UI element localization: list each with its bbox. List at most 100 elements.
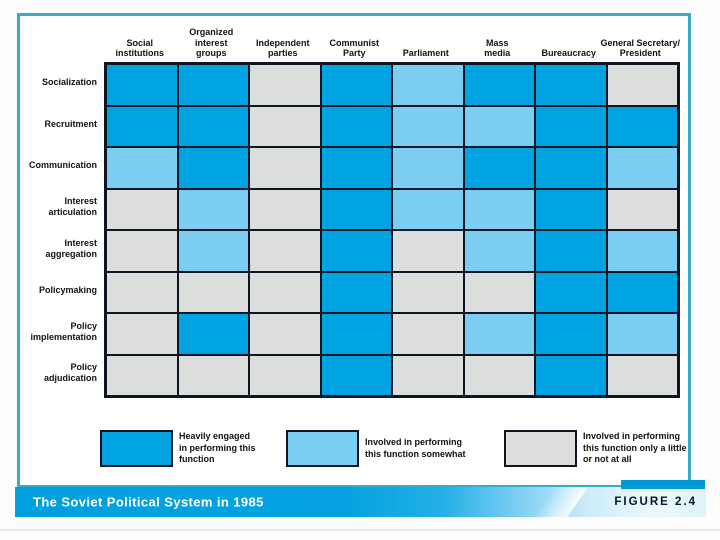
matrix-cell-r0-c6-heavy (535, 64, 607, 106)
matrix-cell-r5-c6-heavy (535, 271, 607, 313)
column-header-label: Mass media (484, 37, 511, 59)
column-header-label: Independent parties (256, 37, 310, 59)
row-label-6: Policy implementation (20, 311, 103, 353)
matrix-cell-r6-c0-little (106, 313, 178, 355)
matrix-cell-r0-c3-heavy (320, 64, 392, 106)
matrix-cell-r4-c2-little (249, 230, 321, 272)
column-header-4: Parliament (390, 18, 462, 62)
matrix-cell-r4-c3-heavy (320, 230, 392, 272)
matrix-cell-r7-c0-little (106, 354, 178, 396)
matrix-cell-r0-c0-heavy (106, 64, 178, 106)
legend-label-little: Involved in performing this function onl… (583, 430, 687, 465)
matrix-cell-r1-c6-heavy (535, 105, 607, 147)
matrix-cell-r2-c4-somewhat (392, 147, 464, 189)
row-label-text: Interest aggregation (45, 237, 97, 259)
matrix-cell-r3-c5-somewhat (463, 188, 535, 230)
row-label-0: Socialization (20, 62, 103, 104)
matrix-cell-r5-c3-heavy (320, 271, 392, 313)
matrix-cell-r1-c5-somewhat (463, 105, 535, 147)
matrix-cell-r4-c4-little (392, 230, 464, 272)
legend-swatch-heavy (100, 430, 173, 467)
matrix-cell-r6-c1-heavy (177, 313, 249, 355)
legend-item-little: Involved in performing this function onl… (504, 430, 687, 467)
matrix-cell-r6-c7-somewhat (606, 313, 678, 355)
matrix-cell-r7-c5-little (463, 354, 535, 396)
legend: Heavily engaged in performing this funct… (0, 428, 720, 480)
matrix-cell-r7-c4-little (392, 354, 464, 396)
matrix-cell-r2-c0-somewhat (106, 147, 178, 189)
legend-label-heavy: Heavily engaged in performing this funct… (179, 430, 256, 465)
matrix-cell-r0-c5-heavy (463, 64, 535, 106)
caption-bar-highlight (533, 487, 589, 517)
matrix-cell-r2-c1-heavy (177, 147, 249, 189)
matrix-cell-r4-c6-heavy (535, 230, 607, 272)
column-header-2: Independent parties (247, 18, 319, 62)
matrix-cell-r7-c6-heavy (535, 354, 607, 396)
matrix-cell-r7-c1-little (177, 354, 249, 396)
column-header-6: Bureaucracy (533, 18, 605, 62)
column-header-label: Organized interest groups (189, 27, 234, 59)
legend-item-heavy: Heavily engaged in performing this funct… (100, 430, 256, 467)
column-header-0: Social institutions (104, 18, 176, 62)
matrix-cell-r7-c2-little (249, 354, 321, 396)
column-header-1: Organized interest groups (176, 18, 248, 62)
figure-title: The Soviet Political System in 1985 (33, 494, 264, 510)
matrix-cell-r5-c1-little (177, 271, 249, 313)
column-header-label: Bureaucracy (541, 48, 597, 59)
row-label-text: Communication (28, 160, 97, 171)
row-label-text: Recruitment (44, 118, 97, 129)
matrix-cell-r1-c7-heavy (606, 105, 678, 147)
caption-bar-tab (621, 480, 705, 489)
column-headers: Social institutions Organized interest gr… (104, 18, 681, 62)
matrix-cell-r6-c6-heavy (535, 313, 607, 355)
matrix-cell-r1-c2-little (249, 105, 321, 147)
matrix-cell-r6-c5-somewhat (463, 313, 535, 355)
matrix-cell-r3-c1-somewhat (177, 188, 249, 230)
column-header-label: Communist Party (329, 37, 380, 59)
matrix-cell-r6-c3-heavy (320, 313, 392, 355)
matrix-cell-r3-c2-little (249, 188, 321, 230)
matrix-cell-r3-c0-little (106, 188, 178, 230)
column-header-3: Communist Party (319, 18, 391, 62)
matrix-cell-r0-c4-somewhat (392, 64, 464, 106)
matrix-cell-r1-c1-heavy (177, 105, 249, 147)
legend-swatch-somewhat (286, 430, 359, 467)
matrix-cell-r5-c7-heavy (606, 271, 678, 313)
matrix-cell-r4-c1-somewhat (177, 230, 249, 272)
matrix-cell-r0-c2-little (249, 64, 321, 106)
matrix-cell-r6-c2-little (249, 313, 321, 355)
matrix-cell-r0-c7-little (606, 64, 678, 106)
matrix-cell-r1-c4-somewhat (392, 105, 464, 147)
column-header-label: Parliament (402, 48, 449, 59)
matrix-cell-r7-c7-little (606, 354, 678, 396)
matrix-cell-r1-c3-heavy (320, 105, 392, 147)
matrix-cell-r3-c7-little (606, 188, 678, 230)
column-header-label: General Secretary/ President (600, 37, 681, 59)
matrix-cell-r2-c5-heavy (463, 147, 535, 189)
row-labels: Socialization Recruitment Communication Int… (20, 62, 103, 394)
row-label-text: Socialization (41, 77, 97, 88)
matrix-cell-r2-c3-heavy (320, 147, 392, 189)
matrix-cell-r3-c3-heavy (320, 188, 392, 230)
row-label-text: Policymaking (38, 284, 97, 295)
legend-swatch-little (504, 430, 577, 467)
row-label-5: Policymaking (20, 270, 103, 312)
column-header-5: Mass media (462, 18, 534, 62)
column-header-label: Social institutions (115, 37, 165, 59)
matrix-cell-r2-c6-heavy (535, 147, 607, 189)
row-label-text: Policy adjudication (43, 362, 97, 384)
matrix-cell-r2-c2-little (249, 147, 321, 189)
matrix-cell-r4-c7-somewhat (606, 230, 678, 272)
matrix-cell-r7-c3-heavy (320, 354, 392, 396)
matrix-grid (104, 62, 680, 398)
matrix-cell-r3-c4-somewhat (392, 188, 464, 230)
row-label-1: Recruitment (20, 104, 103, 146)
matrix-cell-r5-c0-little (106, 271, 178, 313)
row-label-text: Policy implementation (30, 320, 97, 342)
column-header-7: General Secretary/ President (600, 18, 680, 62)
row-label-4: Interest aggregation (20, 228, 103, 270)
matrix-cell-r3-c6-heavy (535, 188, 607, 230)
matrix-cell-r0-c1-heavy (177, 64, 249, 106)
row-label-2: Communication (20, 145, 103, 187)
